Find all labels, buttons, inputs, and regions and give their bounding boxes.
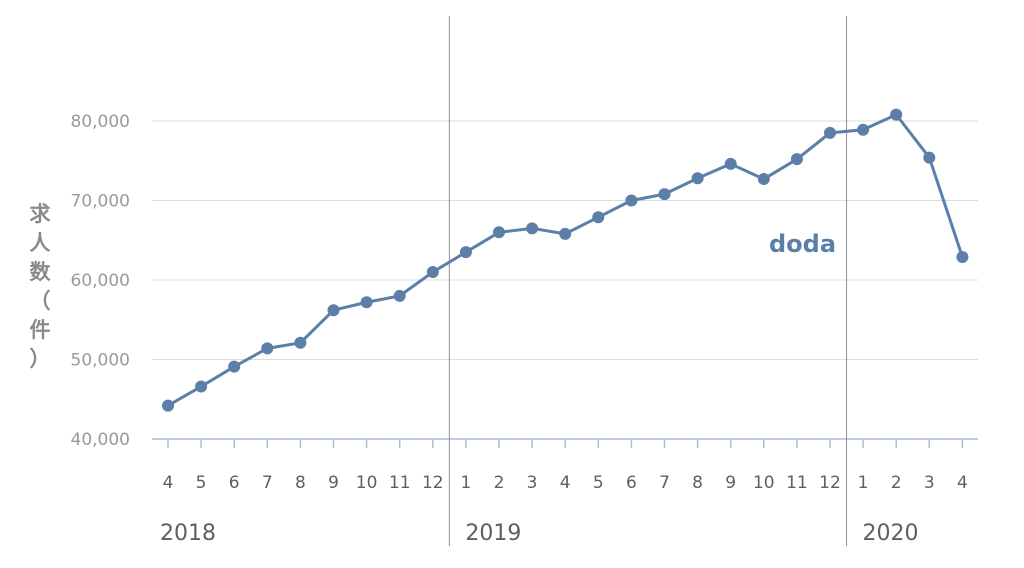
data-point	[327, 304, 340, 317]
year-label: 2019	[465, 521, 521, 546]
x-tick-label: 9	[328, 473, 339, 493]
series-label: doda	[769, 230, 836, 258]
x-tick-label: 10	[356, 473, 378, 493]
x-tick-label: 1	[858, 473, 869, 493]
data-point	[195, 380, 208, 393]
data-point	[294, 336, 307, 349]
data-point	[459, 246, 472, 259]
x-tick-label: 6	[229, 473, 240, 493]
data-point	[526, 222, 539, 235]
x-tick-label: 4	[957, 473, 968, 493]
series-line	[167, 113, 964, 407]
axes	[448, 16, 848, 546]
data-point	[228, 360, 241, 373]
y-axis-label-char: 求	[30, 202, 51, 226]
year-label: 2018	[160, 521, 216, 546]
data-point	[790, 153, 803, 166]
y-tick-label: 40,000	[71, 430, 130, 450]
series-layer: doda	[162, 108, 969, 412]
x-tick-label: 12	[422, 473, 444, 493]
data-point	[824, 126, 836, 139]
x-tick-label: 11	[786, 473, 808, 493]
x-tick-label: 2	[494, 473, 505, 493]
x-tick-label: 6	[626, 473, 637, 493]
data-point	[592, 211, 605, 224]
x-tick-label: 4	[560, 473, 571, 493]
x-tick-label: 8	[295, 473, 306, 493]
data-point	[691, 172, 704, 185]
y-tick-label: 50,000	[71, 351, 130, 371]
y-axis-label-char: 人	[30, 231, 51, 255]
y-tick-label: 80,000	[71, 112, 130, 132]
x-tick-label: 11	[389, 473, 411, 493]
y-axis-label-char: （	[30, 289, 51, 313]
x-tick-label: 7	[659, 473, 670, 493]
x-tick-label: 12	[819, 473, 841, 493]
y-axis-label-char: 数	[30, 260, 52, 284]
data-point	[757, 173, 770, 186]
data-point	[559, 227, 572, 240]
x-tick-label: 3	[924, 473, 935, 493]
x-tick-label: 5	[593, 473, 604, 493]
data-point	[162, 399, 174, 412]
year-label: 2020	[863, 521, 919, 546]
x-tick-label: 9	[725, 473, 736, 493]
data-point	[658, 188, 671, 201]
data-point	[625, 194, 638, 207]
y-axis-ticks: 40,000 50,000 60,000 70,000 80,000	[71, 112, 130, 450]
data-point	[426, 266, 439, 279]
x-tick-label: 8	[692, 473, 703, 493]
year-labels: 2018 2019 2020	[160, 521, 919, 546]
y-axis-label: 求人数 （ 件 ）	[30, 202, 52, 371]
x-tick-label: 5	[196, 473, 207, 493]
data-point	[956, 250, 969, 263]
x-tick-label: 10	[753, 473, 775, 493]
x-tick-label: 3	[527, 473, 538, 493]
data-point	[857, 123, 870, 136]
data-point	[724, 157, 737, 170]
y-axis-label-char: 件	[30, 318, 51, 342]
data-point	[360, 296, 373, 309]
data-point	[261, 342, 274, 355]
data-point	[393, 289, 406, 302]
data-point	[890, 108, 903, 121]
x-axis-ticks: 4 5 6 7 8 9 10 11 12 1 2 3 4 5 6 7 8 9 10 11 12 1 2 3 4	[163, 439, 968, 493]
x-tick-label: 2	[891, 473, 902, 493]
y-tick-label: 70,000	[71, 192, 130, 212]
data-point	[923, 151, 936, 164]
gridlines	[152, 120, 978, 440]
y-tick-label: 60,000	[71, 271, 130, 291]
y-axis-label-char: ）	[30, 347, 51, 371]
data-point	[493, 226, 505, 239]
x-tick-label: 1	[460, 473, 471, 493]
x-tick-label: 4	[163, 473, 174, 493]
x-tick-label: 7	[262, 473, 273, 493]
